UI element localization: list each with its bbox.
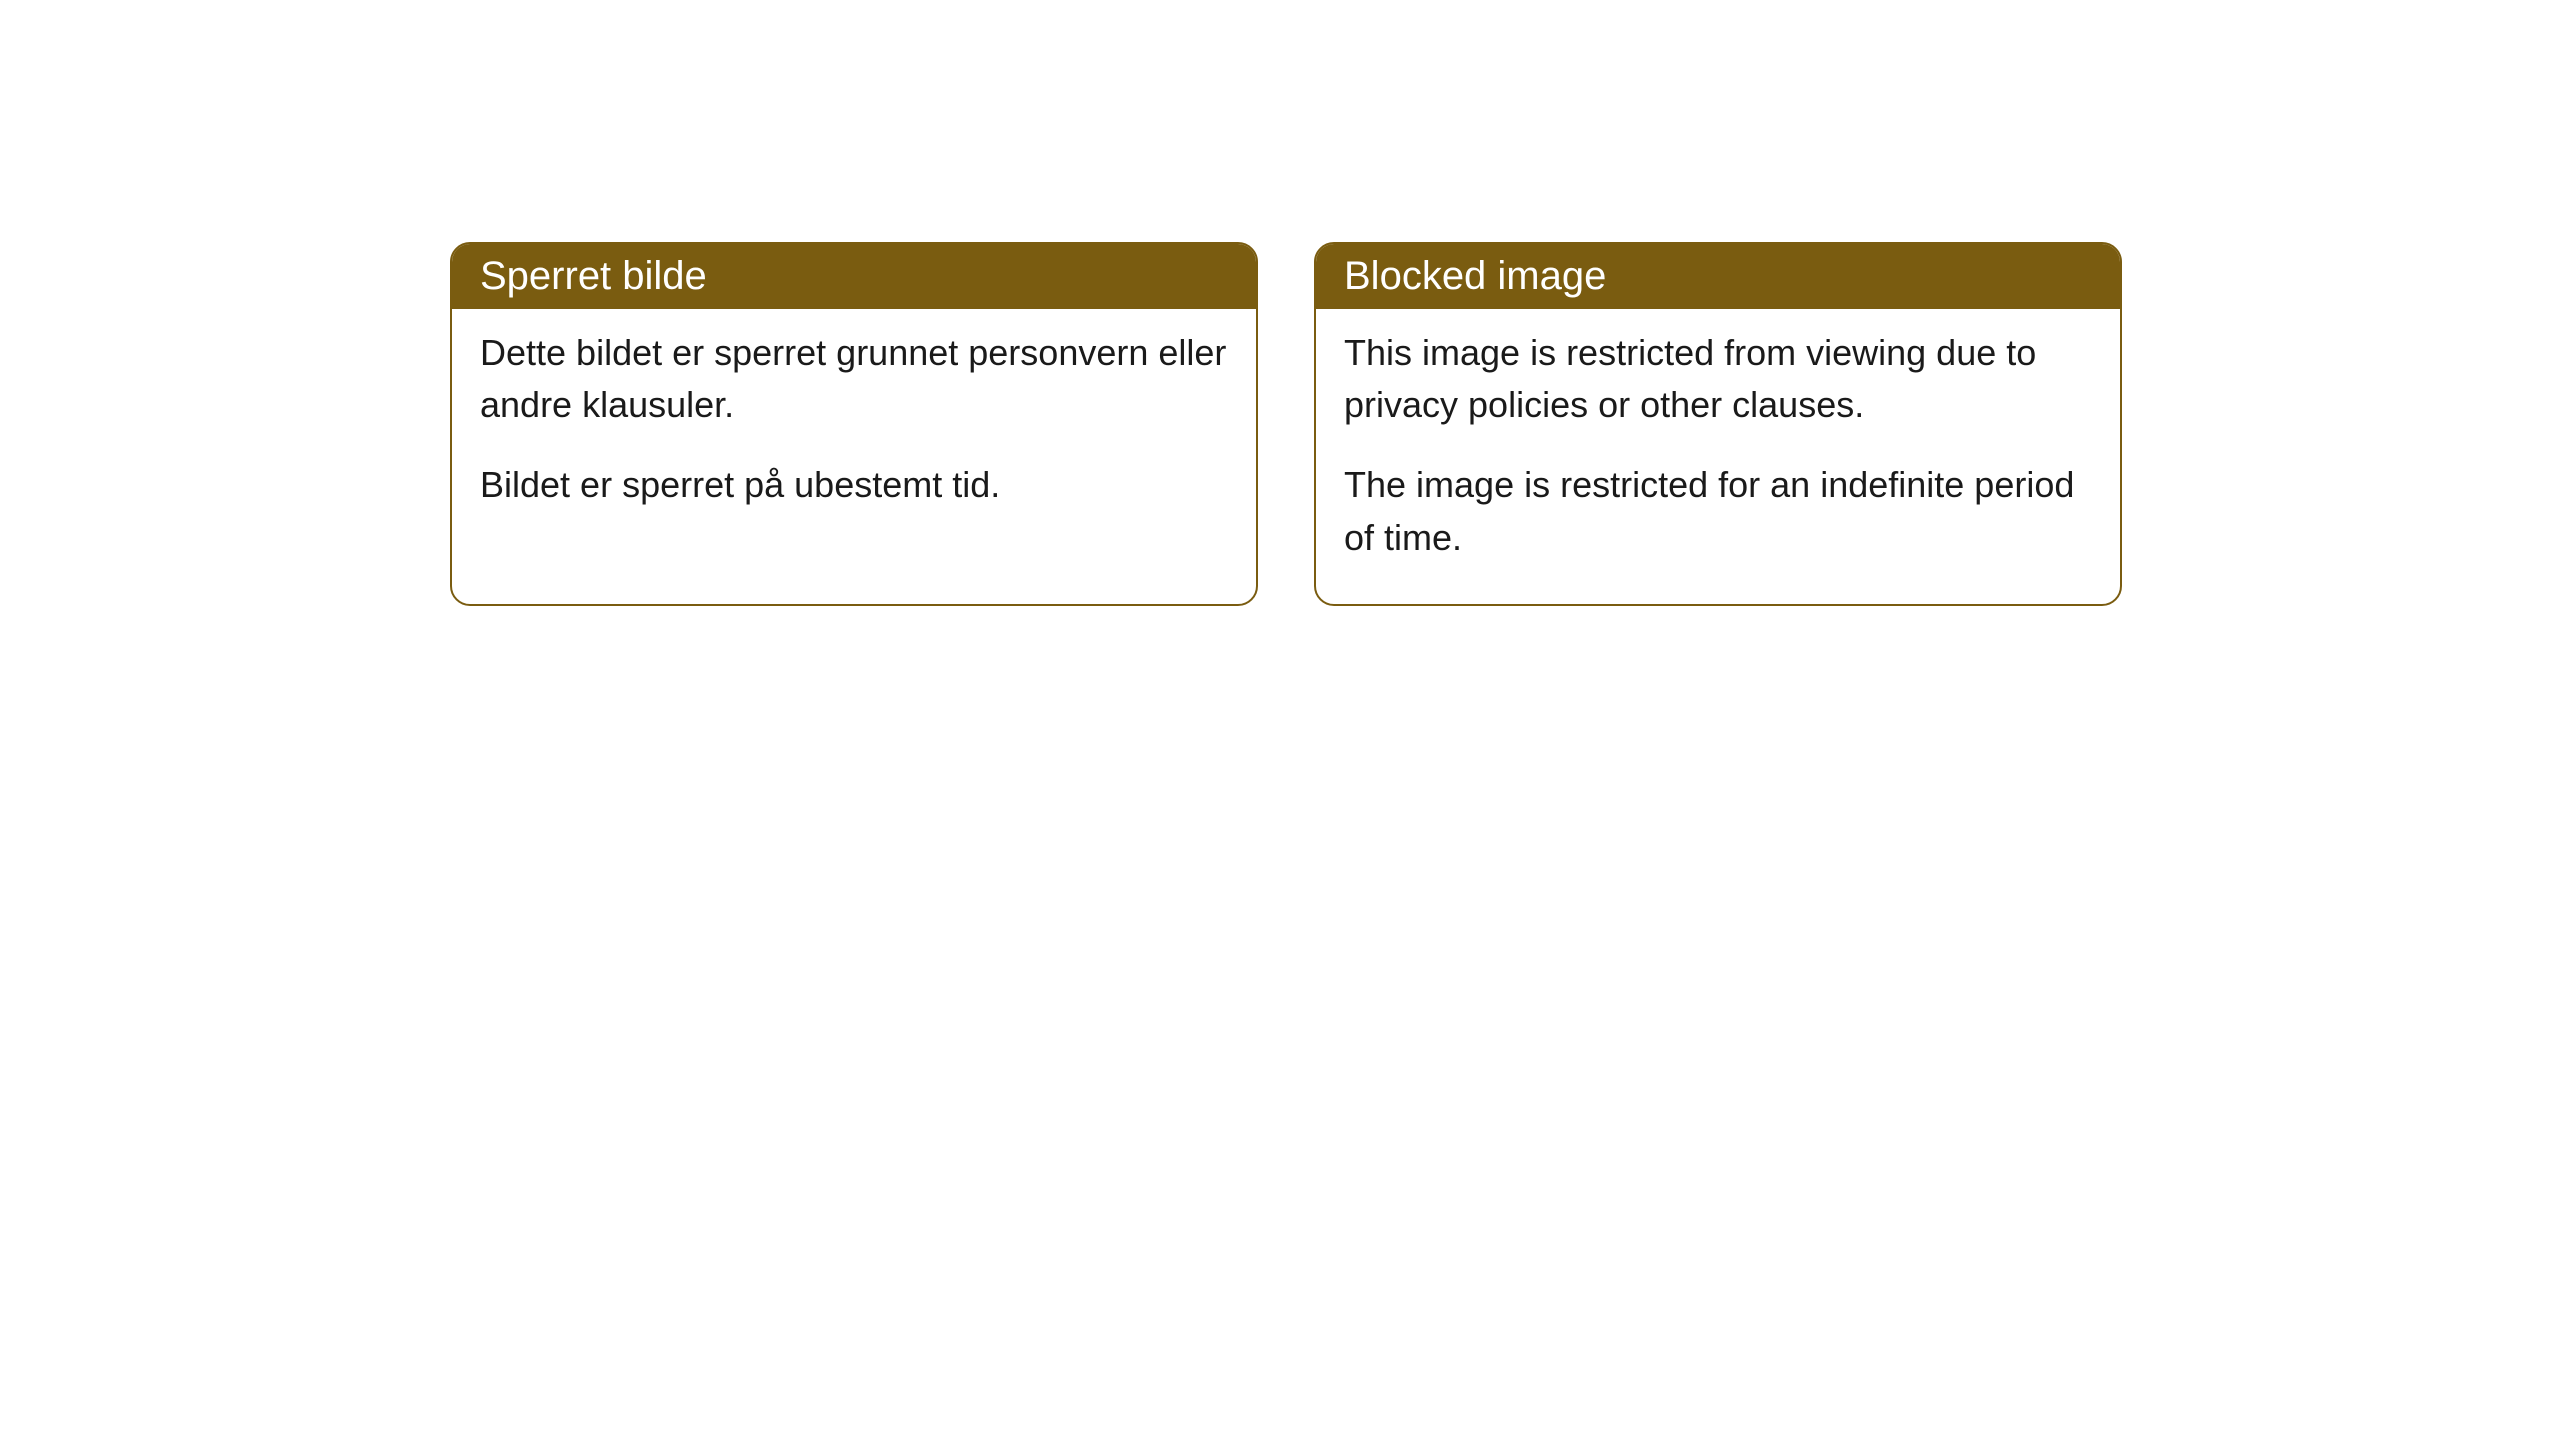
card-header-english: Blocked image: [1316, 244, 2120, 309]
card-text-english-para2: The image is restricted for an indefinit…: [1344, 459, 2092, 563]
card-text-english-para1: This image is restricted from viewing du…: [1344, 327, 2092, 431]
card-text-norwegian-para1: Dette bildet er sperret grunnet personve…: [480, 327, 1228, 431]
card-text-norwegian-para2: Bildet er sperret på ubestemt tid.: [480, 459, 1228, 511]
notice-card-english: Blocked image This image is restricted f…: [1314, 242, 2122, 606]
card-header-norwegian: Sperret bilde: [452, 244, 1256, 309]
notice-card-norwegian: Sperret bilde Dette bildet er sperret gr…: [450, 242, 1258, 606]
notice-cards-container: Sperret bilde Dette bildet er sperret gr…: [450, 242, 2122, 606]
card-body-norwegian: Dette bildet er sperret grunnet personve…: [452, 309, 1256, 552]
card-body-english: This image is restricted from viewing du…: [1316, 309, 2120, 604]
